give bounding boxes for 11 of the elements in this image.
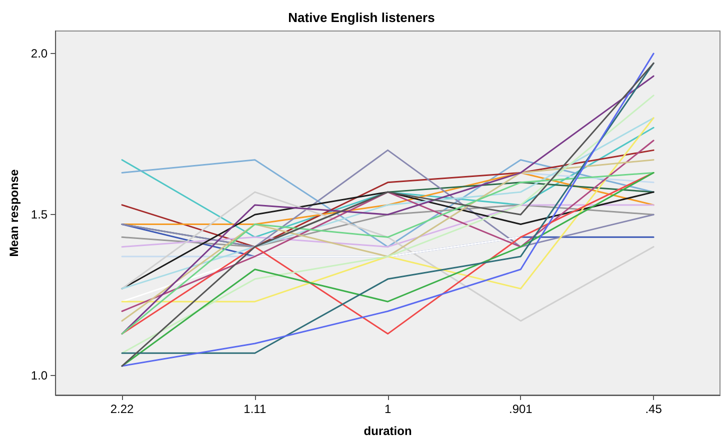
chart-title: Native English listeners: [288, 10, 435, 25]
x-tick-label: 1.11: [244, 402, 266, 416]
x-tick-label: .901: [508, 402, 533, 416]
x-tick-label: 1: [384, 402, 392, 416]
y-axis-title: Mean response: [7, 169, 21, 257]
y-tick-label: 1.0: [30, 368, 48, 383]
x-tick-label: .45: [645, 402, 662, 416]
y-tick-label: 1.5: [30, 208, 48, 222]
y-tick-label: 2.0: [30, 46, 48, 61]
x-tick-label: 2.22: [110, 402, 134, 416]
x-axis-title: duration: [364, 424, 412, 438]
